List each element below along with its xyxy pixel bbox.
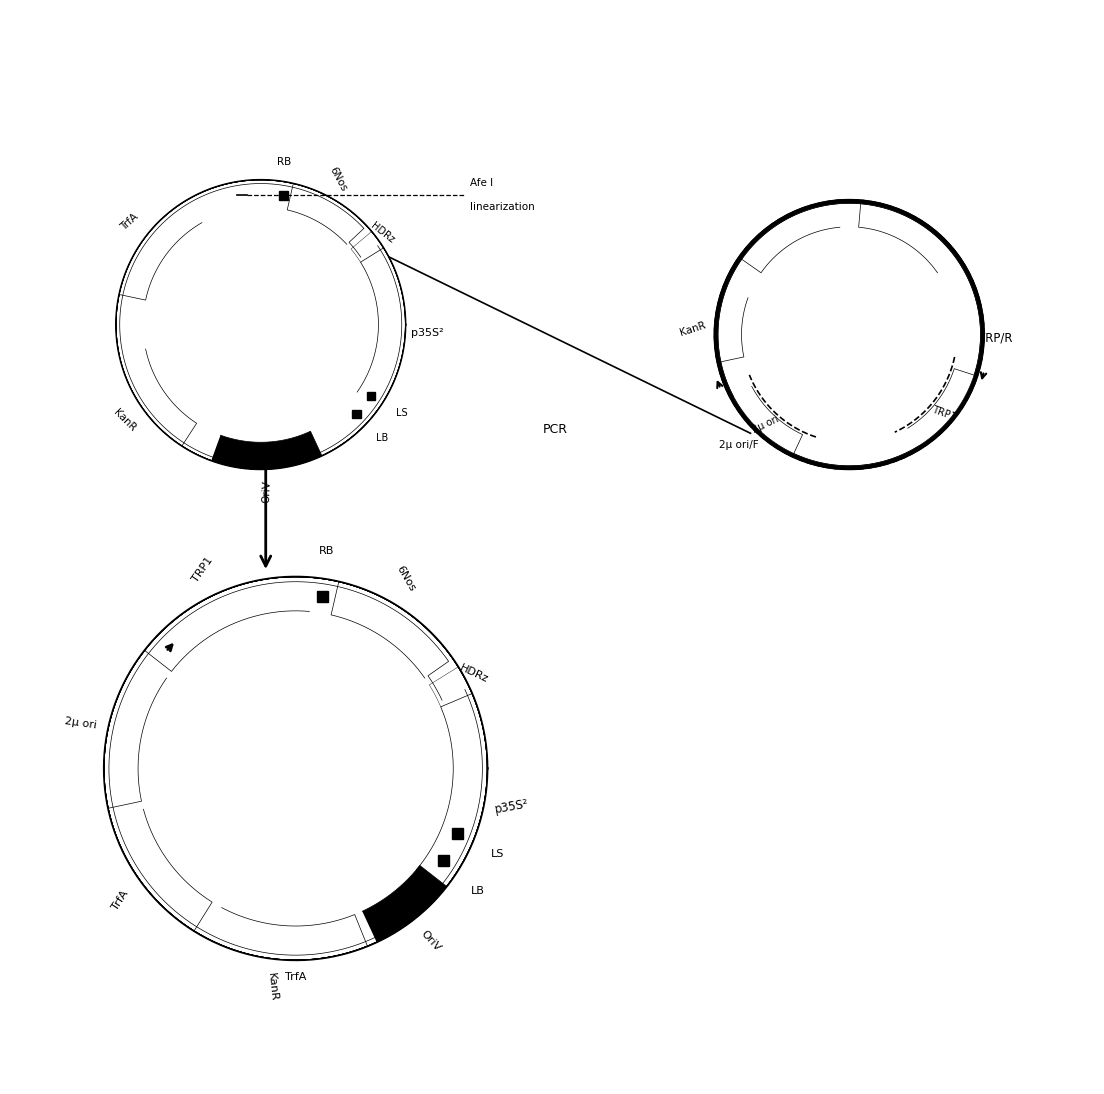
Text: TRP1: TRP1 [931,405,957,422]
Polygon shape [104,577,487,959]
Text: TrfA: TrfA [110,888,130,912]
Text: 2μ ori/F: 2μ ori/F [719,440,758,451]
Polygon shape [104,577,471,959]
Text: 7537 bp: 7537 bp [257,788,333,805]
Text: 6Nos: 6Nos [394,563,416,593]
Text: LB: LB [470,886,485,896]
Polygon shape [109,582,482,955]
Polygon shape [104,577,487,959]
Polygon shape [104,577,487,946]
Text: linearization: linearization [470,201,535,211]
Text: PCR: PCR [542,422,567,435]
Polygon shape [718,200,984,469]
Text: 4623 bp: 4623 bp [226,339,296,354]
Text: 2μ ori: 2μ ori [64,715,97,730]
Text: KanR: KanR [266,971,279,1001]
Polygon shape [104,578,487,959]
Text: HDRz: HDRz [458,663,489,685]
Text: KanR: KanR [112,407,137,433]
Bar [438,856,449,866]
Polygon shape [116,179,405,469]
Polygon shape [116,179,405,469]
Text: LS: LS [396,408,407,418]
Text: LB: LB [376,433,389,443]
Text: 6Nos: 6Nos [328,165,349,194]
Text: OriV: OriV [418,929,443,954]
Polygon shape [119,184,402,466]
Text: Sal I: Sal I [325,245,346,256]
Text: RB: RB [319,546,333,556]
Text: p35S²: p35S² [411,328,444,338]
Text: Afe I: Afe I [470,177,493,188]
Bar [352,410,361,418]
Text: Sal I: Sal I [408,678,431,688]
Polygon shape [718,203,980,466]
Polygon shape [104,577,487,959]
Text: pCB 301-2μ-HDV: pCB 301-2μ-HDV [217,740,373,757]
Polygon shape [714,200,984,469]
Text: RB: RB [276,156,290,166]
Text: 7011 bp: 7011 bp [815,349,884,364]
Text: LS: LS [491,849,505,859]
Polygon shape [116,179,405,469]
Polygon shape [108,577,487,959]
Bar [452,828,463,839]
Polygon shape [104,577,487,959]
Text: p35S²: p35S² [493,798,530,816]
Text: TrfA: TrfA [119,211,140,232]
Text: TrfA: TrfA [285,971,306,982]
Polygon shape [116,179,405,461]
Bar [367,392,375,400]
Bar [318,591,329,602]
Text: pGBK T7: pGBK T7 [813,312,885,327]
Polygon shape [116,179,383,469]
Polygon shape [718,203,980,466]
Text: HDRz: HDRz [369,221,396,245]
Bar [279,191,288,199]
Text: OriV: OriV [262,479,272,502]
Text: Afe I: Afe I [217,207,240,217]
Polygon shape [116,179,405,469]
Polygon shape [714,200,984,469]
Text: pCB301-HDV: pCB301-HDV [206,302,315,317]
Text: 2μ ori: 2μ ori [751,415,781,435]
Text: TRP1: TRP1 [191,555,215,584]
Text: TRP/R: TRP/R [978,331,1012,345]
Text: KanR: KanR [679,321,707,338]
Text: Sac I: Sac I [391,659,415,668]
Text: Sac I: Sac I [308,242,331,252]
